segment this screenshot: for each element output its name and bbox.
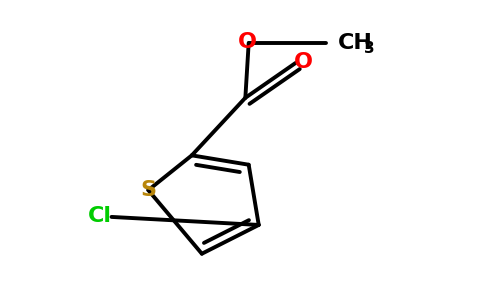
Text: Cl: Cl bbox=[88, 206, 111, 226]
Text: 3: 3 bbox=[364, 41, 375, 56]
Text: CH: CH bbox=[338, 33, 373, 53]
Text: O: O bbox=[294, 52, 313, 72]
Text: O: O bbox=[238, 32, 257, 52]
Text: S: S bbox=[140, 180, 156, 200]
